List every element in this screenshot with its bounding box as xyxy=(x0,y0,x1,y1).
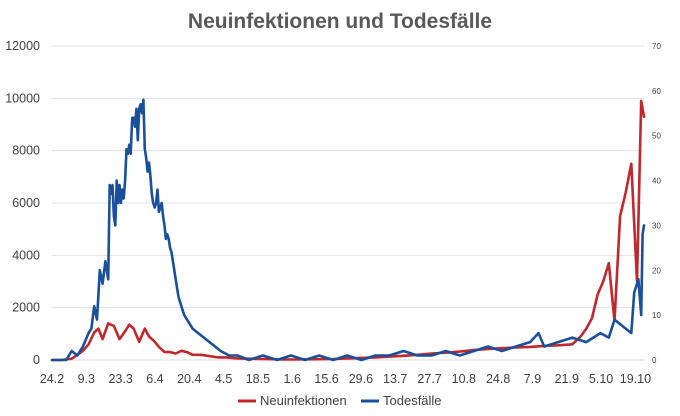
right-tick-label: 40 xyxy=(652,177,661,186)
x-tick-label: 23.3 xyxy=(108,372,132,386)
x-tick-label: 29.6 xyxy=(349,372,373,386)
x-tick-label: 5.10 xyxy=(589,372,613,386)
right-tick-label: 50 xyxy=(652,132,661,141)
legend-label-neuinfektionen: Neuinfektionen xyxy=(260,393,347,408)
legend: Neuinfektionen Todesfälle xyxy=(238,393,442,408)
x-tick-label: 27.7 xyxy=(417,372,441,386)
left-tick-label: 10000 xyxy=(5,91,40,105)
x-tick-label: 24.8 xyxy=(486,372,510,386)
right-tick-label: 0 xyxy=(652,356,657,365)
right-tick-label: 60 xyxy=(652,87,661,96)
series-line-neuinfektionen xyxy=(50,99,646,362)
x-tick-label: 19.10 xyxy=(620,372,651,386)
left-axis-ticks: 0 2000 4000 6000 8000 10000 12000 xyxy=(5,39,40,367)
series-lines xyxy=(50,98,646,362)
x-tick-label: 10.8 xyxy=(452,372,476,386)
left-tick-label: 2000 xyxy=(12,301,40,315)
legend-label-todesfaelle: Todesfälle xyxy=(383,393,442,408)
x-tick-label: 15.6 xyxy=(314,372,338,386)
left-tick-label: 8000 xyxy=(12,144,40,158)
right-tick-label: 70 xyxy=(652,42,661,51)
x-tick-label: 7.9 xyxy=(524,372,541,386)
x-axis-ticks: 24.2 9.3 23.3 6.4 20.4 4.5 18.5 1.6 15.6 29.6 13.7… xyxy=(40,372,651,386)
left-tick-label: 0 xyxy=(33,353,40,367)
x-tick-label: 1.6 xyxy=(284,372,301,386)
x-tick-label: 4.5 xyxy=(215,372,232,386)
x-tick-label: 18.5 xyxy=(246,372,270,386)
right-axis-ticks: 0 10 20 30 40 50 60 70 xyxy=(652,42,661,365)
x-tick-label: 20.4 xyxy=(177,372,201,386)
left-tick-label: 4000 xyxy=(12,248,40,262)
x-tick-label: 21.9 xyxy=(555,372,579,386)
gridlines xyxy=(52,45,644,309)
right-tick-label: 20 xyxy=(652,266,661,275)
series-line-todesfaelle xyxy=(50,98,646,362)
left-tick-label: 6000 xyxy=(12,196,40,210)
left-tick-label: 12000 xyxy=(5,39,40,53)
x-tick-label: 13.7 xyxy=(383,372,407,386)
x-tick-label: 24.2 xyxy=(40,372,64,386)
x-tick-label: 6.4 xyxy=(146,372,163,386)
chart-title: Neuinfektionen und Todesfälle xyxy=(188,10,492,33)
x-tick-label: 9.3 xyxy=(78,372,95,386)
right-tick-label: 10 xyxy=(652,311,661,320)
right-tick-label: 30 xyxy=(652,221,661,230)
